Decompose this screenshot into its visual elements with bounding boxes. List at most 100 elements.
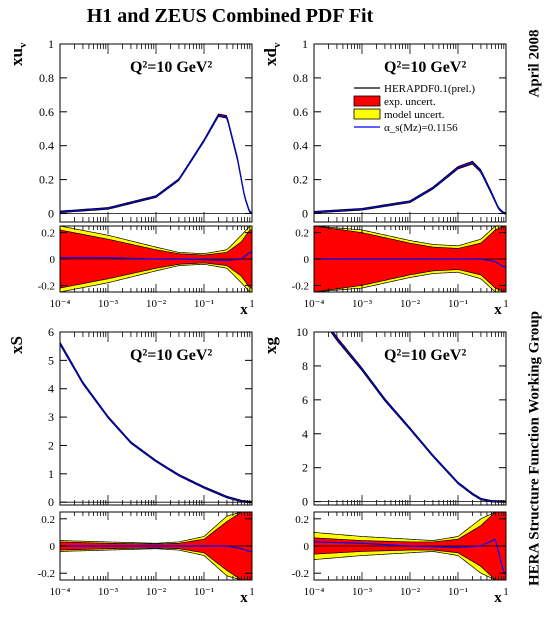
x-tick-label: 10⁻³ [352, 298, 373, 310]
x-tick-label: 10⁻⁴ [50, 586, 71, 598]
upper-envelope [314, 160, 506, 213]
x-tick-label: 10⁻² [146, 298, 167, 310]
x-tick-label: 10⁻⁴ [304, 298, 325, 310]
x-tick-label: 10⁻¹ [448, 298, 468, 310]
legend-swatch-model [353, 108, 381, 120]
central-curve [331, 332, 506, 503]
y-tick-label: 0 [48, 495, 54, 509]
x-tick-label: 10⁻³ [98, 298, 119, 310]
x-tick-label: 10⁻⁴ [304, 586, 325, 598]
upper-envelope [60, 341, 252, 502]
x-tick-label: 1 [249, 586, 255, 598]
upper-envelope [332, 332, 506, 502]
alphas-curve [60, 251, 252, 261]
ratio-y-tick-label: 0.2 [295, 228, 309, 240]
x-tick-label: 10⁻¹ [448, 586, 468, 598]
ratio-y-tick-label: 0.2 [295, 514, 309, 526]
ratio-y-tick-label: 0 [50, 541, 56, 553]
x-tick-label: 10⁻³ [352, 586, 373, 598]
y-tick-label: 1 [302, 37, 308, 51]
lower-envelope [60, 344, 252, 504]
legend-label-central: HERAPDF0.1(prel.) [384, 83, 475, 95]
lower-envelope [314, 163, 506, 215]
alphas-curve [60, 545, 252, 553]
y-tick-label: 0.4 [293, 139, 308, 153]
y-tick-label: 1 [48, 467, 54, 481]
q2-annotation: Q²=10 GeV² [384, 59, 466, 76]
y-tick-label: 3 [48, 410, 54, 424]
ratio-y-tick-label: 0.2 [41, 514, 55, 526]
y-tick-label: 5 [48, 353, 54, 367]
y-tick-label: 2 [302, 461, 308, 475]
y-tick-label: 2 [48, 438, 54, 452]
ratio-y-tick-label: -0.2 [292, 280, 309, 292]
legend: HERAPDF0.1(prel.)exp. uncert.model uncer… [353, 83, 475, 134]
x-axis-label: x [240, 302, 248, 318]
y-tick-label: 0.8 [39, 71, 54, 85]
y-axis-label: xuv [7, 42, 29, 66]
page-title: H1 and ZEUS Combined PDF Fit [86, 5, 374, 27]
alphas-curve [314, 538, 506, 574]
x-tick-label: 10⁻² [400, 298, 421, 310]
pdf-panel-4: 0 2 4 6 8 10 xg Q²=10 GeV² -0.2 0 0.2 10⁻⁴ 10⁻³ 10⁻² 1… [261, 325, 509, 606]
x-axis-label: x [240, 590, 248, 606]
x-tick-label: 1 [249, 298, 255, 310]
q2-annotation: Q²=10 GeV² [384, 347, 466, 364]
x-tick-label: 10⁻² [146, 586, 167, 598]
y-tick-label: 0.2 [39, 173, 54, 187]
x-tick-label: 1 [503, 586, 509, 598]
central-curve [60, 114, 252, 214]
legend-label-alphas: α_s(Mz)=0.1156 [384, 122, 458, 134]
y-tick-label: 0 [48, 207, 54, 221]
ratio-y-tick-label: 0 [304, 541, 310, 553]
legend-swatch-exp [353, 95, 381, 107]
x-tick-label: 10⁻³ [98, 586, 119, 598]
y-tick-label: 0.2 [293, 173, 308, 187]
central-curve [314, 162, 506, 214]
alphas-curve [314, 258, 506, 268]
y-tick-label: 4 [302, 427, 308, 441]
x-tick-label: 10⁻² [400, 586, 421, 598]
y-axis-label: xg [261, 337, 280, 355]
y-tick-label: 6 [48, 325, 54, 339]
y-tick-label: 0.8 [293, 71, 308, 85]
central-curve [60, 343, 252, 503]
y-axis-label: xdv [261, 42, 283, 66]
y-tick-label: 0 [302, 207, 308, 221]
legend-label-exp: exp. uncert. [384, 96, 436, 108]
ratio-y-tick-label: 0.2 [41, 228, 55, 240]
y-tick-label: 0.4 [39, 139, 54, 153]
exp-uncert-band [60, 342, 252, 503]
x-axis-label: x [494, 302, 502, 318]
q2-annotation: Q²=10 GeV² [130, 59, 212, 76]
legend-label-model: model uncert. [384, 109, 445, 121]
x-tick-label: 10⁻¹ [194, 586, 214, 598]
lower-envelope [330, 332, 506, 503]
y-tick-label: 1 [48, 37, 54, 51]
ratio-y-tick-label: -0.2 [292, 568, 309, 580]
y-tick-label: 0 [302, 495, 308, 509]
x-tick-label: 10⁻⁴ [50, 298, 71, 310]
y-tick-label: 10 [296, 325, 308, 339]
pdf-panel-2: 0 0.2 0.4 0.6 0.8 1 xdv Q²=10 GeV² -0.2 0 0.2 10⁻⁴ 1… [261, 37, 509, 318]
ratio-y-tick-label: -0.2 [38, 280, 55, 292]
pdf-panel-3: 0 1 2 3 4 5 6 xS Q²=10 GeV² -0.2 0 0.2 10⁻⁴ 10⁻³ 10⁻² 1… [7, 325, 255, 606]
lower-envelope [60, 116, 252, 214]
ratio-y-tick-label: 0 [50, 254, 56, 266]
y-tick-label: 8 [302, 359, 308, 373]
x-axis-label: x [494, 590, 502, 606]
ratio-y-tick-label: 0 [304, 254, 310, 266]
x-tick-label: 10⁻¹ [194, 298, 214, 310]
upper-envelope [60, 113, 252, 213]
q2-annotation: Q²=10 GeV² [130, 347, 212, 364]
ratio-y-tick-label: -0.2 [38, 568, 55, 580]
exp-uncert-band [60, 114, 252, 214]
y-tick-label: 4 [48, 382, 54, 396]
y-tick-label: 0.6 [39, 105, 54, 119]
y-axis-label: xS [7, 336, 26, 354]
y-tick-label: 6 [302, 393, 308, 407]
x-tick-label: 1 [503, 298, 509, 310]
pdf-panel-1: 0 0.2 0.4 0.6 0.8 1 xuv Q²=10 GeV² -0.2 0 0.2 10⁻⁴ 1… [7, 37, 255, 318]
y-tick-label: 0.6 [293, 105, 308, 119]
